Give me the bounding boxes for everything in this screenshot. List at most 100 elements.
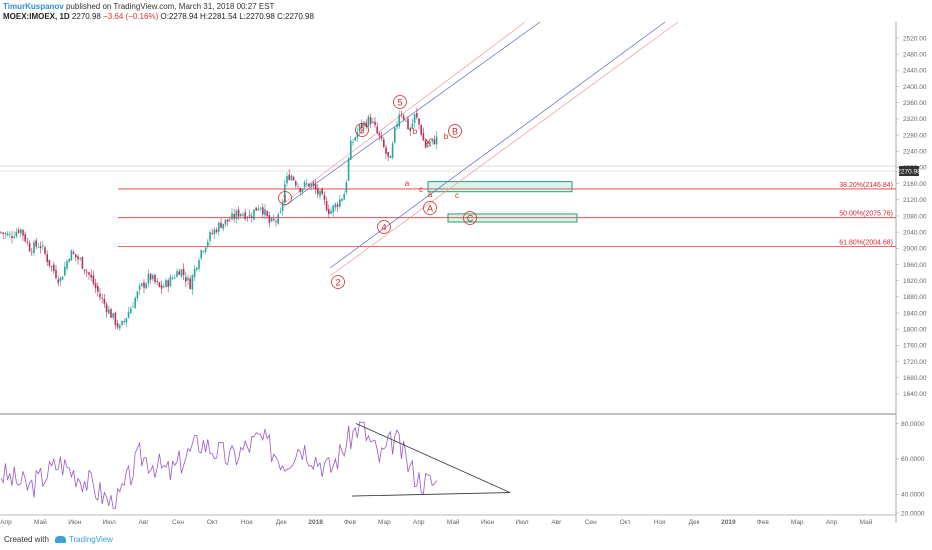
minor-a-2[interactable]: a [428, 190, 433, 199]
candle-body [435, 136, 438, 145]
time-tick-label: Апр [0, 519, 12, 526]
target-zones[interactable] [427, 181, 578, 223]
candle-body [310, 183, 312, 187]
price-tick-label: 2280.00 [903, 132, 927, 139]
wave-label-C[interactable]: C [463, 211, 477, 225]
rsi-pane[interactable] [0, 421, 511, 509]
candle-body [134, 298, 136, 308]
candle-body [123, 320, 125, 322]
upper-channel-red-line[interactable] [287, 21, 526, 201]
rsi-axis[interactable]: 80.0000 60.0000 40.0000 20.0000 [896, 421, 925, 517]
candle-body [328, 209, 330, 214]
symbol-legend[interactable]: MOEX:IMOEX, 1D 2270.98 −3.64 (−0.16%) O:… [3, 12, 314, 22]
candle-body [391, 143, 394, 158]
candle-body [198, 260, 200, 269]
candle-body [279, 211, 282, 213]
price-tick-label: 2040.00 [903, 229, 927, 236]
lower-channel[interactable] [329, 21, 679, 277]
candle-body [400, 114, 403, 116]
candle-body [66, 260, 68, 269]
price-tick-label: 2240.00 [903, 149, 927, 156]
price-tick-label: 2400.00 [903, 84, 927, 91]
upper-channel-blue-line[interactable] [285, 21, 541, 206]
candle-body [369, 117, 372, 124]
time-tick-label: 2018 [308, 519, 323, 526]
minor-c-1[interactable]: c [419, 185, 423, 194]
time-axis[interactable]: Апр Май Июн Июл Авг Сен Окт Ноя Дек 2018 Фев Мар Апр… [0, 518, 872, 526]
price-axis[interactable]: 1640.00 1680.00 1720.00 1760.00 1800.00 1840.… [896, 35, 927, 398]
candle-body [334, 203, 337, 208]
candle-body [231, 213, 233, 220]
wave-label-4[interactable]: 4 [377, 220, 391, 234]
lower-channel-blue-line[interactable] [329, 21, 666, 269]
candle-body [211, 233, 213, 234]
candle-body [251, 216, 253, 218]
candle-body [138, 285, 141, 290]
minor-x[interactable]: X [424, 137, 432, 149]
candle-body [169, 276, 172, 287]
candle-body [46, 254, 48, 262]
wave-label-2[interactable]: 2 [331, 275, 345, 289]
elliott-wave-labels[interactable]: 1 2 3 4 5 A B C b X b a c a c [278, 95, 477, 289]
lower-channel-red-line[interactable] [329, 21, 679, 277]
price-tick-label: 2480.00 [903, 52, 927, 59]
target-zone-2 [447, 213, 578, 223]
candle-body [277, 214, 279, 224]
minor-c-2[interactable]: c [455, 191, 459, 200]
candle-body [242, 214, 244, 216]
time-tick-label: Июн [68, 519, 82, 526]
price-tick-label: 1840.00 [903, 310, 927, 317]
candle-body [240, 213, 242, 216]
candle-body [220, 222, 222, 228]
candle-body [396, 124, 398, 128]
candle-body [317, 188, 319, 195]
author-link[interactable]: TimurKuspanov [3, 2, 64, 11]
footer-brand[interactable]: Created with TradingView [4, 535, 113, 544]
symbol-name[interactable]: MOEX:IMOEX, 1D [3, 12, 70, 21]
candle-body [378, 132, 381, 136]
candle-body [33, 241, 35, 254]
candle-body [248, 214, 251, 219]
candle-body [110, 309, 112, 318]
minor-b-1[interactable]: b [413, 127, 418, 136]
wave-label-A[interactable]: A [423, 201, 437, 215]
price-change: −3.64 (−0.16%) [103, 12, 159, 21]
minor-a-1[interactable]: a [405, 179, 410, 188]
rsi-tick-label: 60.0000 [901, 456, 925, 463]
candle-body [330, 211, 332, 214]
price-tick-label: 2120.00 [903, 197, 927, 204]
candle-body [306, 183, 308, 185]
wave-label-B[interactable]: B [448, 124, 462, 138]
candle-body [416, 113, 418, 118]
rsi-tick-label: 40.0000 [901, 492, 925, 499]
wave-label-3[interactable]: 3 [355, 123, 369, 137]
rsi-triangle-upper[interactable] [355, 423, 511, 493]
rsi-triangle-lower[interactable] [351, 492, 511, 497]
minor-b-2[interactable]: b [444, 132, 449, 141]
wave-label-1[interactable]: 1 [278, 191, 292, 205]
candle-body [145, 283, 147, 289]
candle-body [94, 283, 97, 288]
candle-body [185, 277, 187, 282]
candle-body [270, 218, 273, 222]
candlestick-series[interactable] [0, 107, 438, 331]
svg-text:4: 4 [381, 223, 386, 233]
upper-channel[interactable] [285, 21, 541, 206]
candle-body [160, 285, 163, 289]
price-tick-label: 1720.00 [903, 359, 927, 366]
time-tick-label: Фев [757, 519, 770, 526]
time-tick-label: Май [34, 518, 47, 526]
candle-body [385, 147, 387, 154]
rsi-tick-label: 20.0000 [901, 510, 925, 517]
candle-body [101, 297, 103, 299]
candle-body [213, 229, 216, 235]
candle-body [312, 182, 315, 186]
wave-label-5[interactable]: 5 [393, 95, 407, 109]
last-price-tag[interactable]: 2270.98 [897, 166, 921, 176]
candle-body [303, 182, 306, 187]
rsi-line[interactable] [0, 421, 437, 509]
candle-body [409, 128, 411, 131]
candle-body [259, 207, 262, 209]
candle-body [196, 267, 198, 270]
